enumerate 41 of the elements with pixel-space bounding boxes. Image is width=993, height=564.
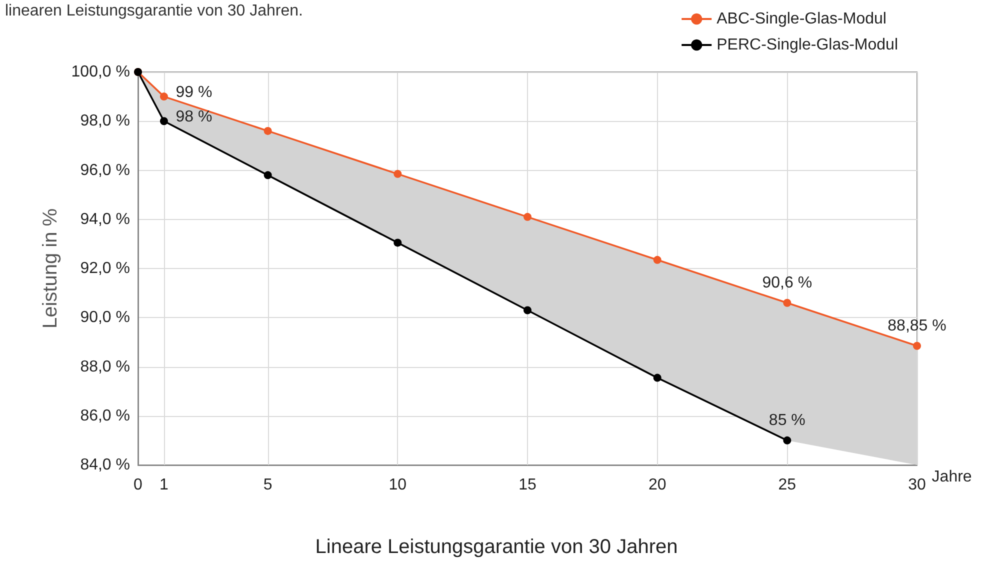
point [913,342,921,350]
data-label: 88,85 % [888,317,946,334]
point [524,212,532,221]
y-tick-label: 94,0 % [80,210,130,228]
point [264,126,272,135]
data-label: 98 % [176,108,212,126]
point [783,298,792,307]
point [783,436,792,444]
text: Lineare Leistungsgarantie von 30 Jahren [315,536,678,558]
x-tick-label: 5 [263,476,272,494]
point [524,306,532,314]
y-tick-label: 86,0 % [80,407,130,424]
point [264,171,272,180]
point [394,238,402,247]
point [160,117,168,126]
point [394,170,402,178]
y-tick-label: 98,0 % [80,112,130,130]
x-tick-label: 10 [388,476,407,494]
x-axis-title: Jahre [932,468,972,486]
point [653,374,662,382]
x-tick-label: 25 [778,476,796,494]
x-tick-label: 1 [160,476,169,494]
data-label: 99 % [176,84,212,102]
x-tick-label: 30 [908,476,926,494]
point [653,256,662,264]
data-label: 85 % [768,412,806,429]
data-label: 90,6 % [762,274,812,292]
y-axis-title: Leistung in % [39,208,62,329]
y-tick-label: 88,0 % [80,358,130,376]
chart-subtitle: linearen Leistungsgarantie von 30 Jahren. [5,2,303,20]
y-tick-label: 84,0 % [80,456,130,474]
y-tick-label: 96,0 % [80,162,130,179]
point [160,92,168,101]
legend-label: PERC-Single-Glas-Modul [716,36,898,54]
x-tick-label: 0 [134,476,143,494]
legend-label: ABC-Single-Glas-Modul [716,10,886,28]
y-tick-label: 100,0 % [71,64,130,80]
y-tick-label: 92,0 % [80,260,130,277]
x-tick-label: 15 [518,476,536,494]
y-tick-label: 90,0 % [80,309,130,326]
x-tick-label: 20 [648,476,666,494]
